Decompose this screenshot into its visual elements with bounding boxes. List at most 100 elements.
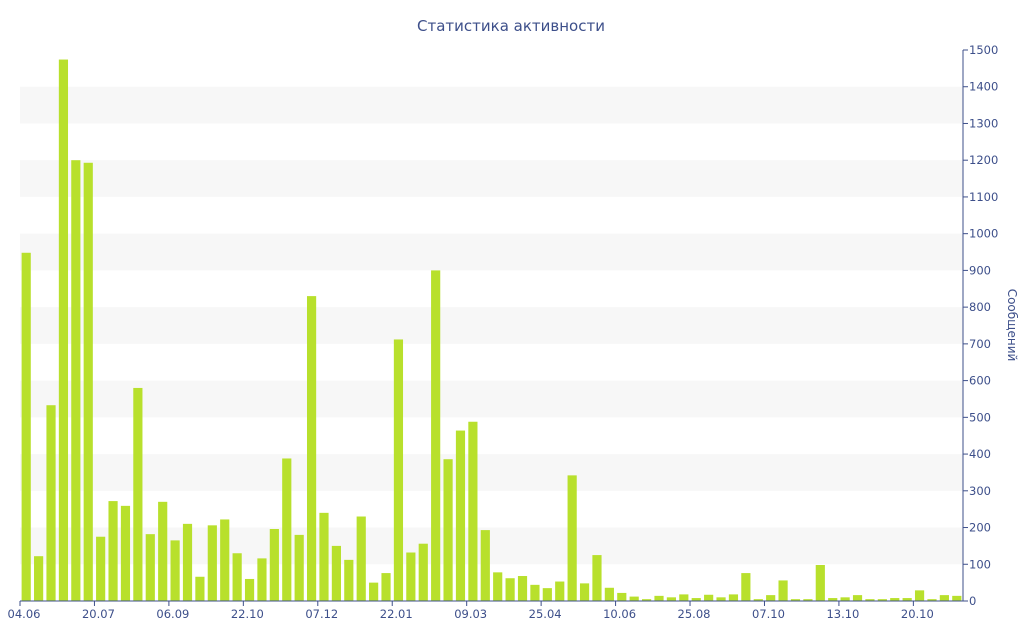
grid-bands	[20, 86, 963, 565]
bar	[195, 576, 205, 601]
y-tick-label: 100	[969, 557, 991, 571]
bar	[890, 598, 900, 601]
bar	[319, 512, 329, 601]
bar	[133, 387, 143, 601]
bar	[828, 598, 838, 601]
bar	[679, 594, 689, 601]
grid-band	[20, 307, 963, 344]
bar	[294, 534, 304, 601]
y-tick-label: 0	[969, 594, 976, 608]
y-tick-label: 500	[969, 410, 991, 424]
x-tick-label: 22.10	[231, 607, 264, 621]
y-tick-label: 900	[969, 263, 991, 277]
y-tick-label: 400	[969, 447, 991, 461]
x-tick-label: 06.09	[156, 607, 189, 621]
grid-band	[20, 233, 963, 271]
x-tick-label: 07.10	[752, 607, 785, 621]
bar	[666, 597, 676, 601]
x-tick-label: 20.07	[82, 607, 115, 621]
y-tick-label: 1400	[969, 80, 998, 94]
bar	[778, 580, 788, 601]
bar	[617, 592, 627, 601]
bar	[96, 536, 106, 601]
y-tick-label: 700	[969, 337, 991, 351]
bar	[629, 596, 639, 601]
bar	[443, 459, 453, 601]
x-tick-label: 25.04	[529, 607, 562, 621]
bar	[741, 573, 751, 601]
bar	[83, 162, 93, 601]
bar	[716, 597, 726, 601]
y-tick-label: 1200	[969, 153, 998, 167]
bar	[108, 501, 118, 601]
bar	[493, 572, 503, 601]
bar	[381, 573, 391, 601]
bar	[517, 576, 528, 601]
bar	[530, 584, 540, 601]
bar	[431, 270, 441, 601]
bar	[182, 523, 193, 601]
bar	[344, 559, 354, 601]
bar	[704, 594, 714, 601]
bar	[642, 599, 652, 601]
x-tick-label: 04.06	[8, 607, 41, 621]
bars	[21, 59, 962, 602]
x-axis-ticks: 04.06 20.07 06.09 22.10 07.12 22.01 09.03 25.04…	[8, 601, 934, 621]
bar	[34, 556, 44, 601]
bar	[232, 553, 242, 601]
grid-band	[20, 160, 963, 197]
bar	[46, 405, 56, 601]
bar	[306, 296, 317, 601]
bar	[145, 534, 155, 601]
grid-band	[20, 86, 963, 124]
x-tick-label: 22.01	[380, 607, 413, 621]
bar	[393, 339, 404, 601]
bar	[369, 582, 379, 601]
bar	[282, 458, 292, 601]
bar	[207, 525, 217, 601]
bar	[592, 555, 602, 601]
y-tick-label: 1500	[969, 43, 998, 57]
y-axis-ticks: 0 100 200 300 400 500 600 700 800 900 1000 1100 1200…	[963, 43, 998, 608]
y-axis-title: Сообщений	[1005, 289, 1019, 362]
bar	[468, 421, 478, 601]
bar	[952, 595, 962, 601]
bar	[939, 595, 949, 601]
y-tick-label: 200	[969, 521, 991, 535]
bar	[331, 545, 341, 601]
bar	[902, 598, 912, 601]
bar	[406, 552, 416, 601]
bar	[766, 595, 776, 601]
x-tick-label: 25.08	[678, 607, 711, 621]
bar	[505, 578, 515, 601]
bar	[654, 595, 664, 601]
bar	[840, 597, 850, 601]
x-tick-label: 10.06	[603, 607, 636, 621]
x-tick-label: 09.03	[454, 607, 487, 621]
bar	[691, 598, 701, 601]
bar	[158, 501, 168, 601]
bar	[790, 599, 801, 601]
bar	[480, 530, 490, 601]
y-tick-label: 800	[969, 300, 991, 314]
grid-band	[20, 380, 963, 418]
bar	[803, 599, 813, 601]
bar	[455, 430, 466, 601]
y-tick-label: 1000	[969, 227, 998, 241]
bar	[865, 599, 875, 601]
bar	[927, 599, 937, 601]
bar	[269, 529, 279, 601]
bar	[58, 59, 69, 602]
bar	[753, 599, 763, 601]
bar	[120, 505, 131, 601]
bar	[567, 475, 577, 601]
bar	[815, 565, 825, 601]
bar	[257, 558, 267, 601]
bar	[555, 581, 565, 601]
bar	[356, 516, 366, 601]
y-tick-label: 300	[969, 484, 991, 498]
x-tick-label: 13.10	[826, 607, 859, 621]
x-tick-label: 07.12	[305, 607, 338, 621]
bar	[220, 519, 230, 601]
